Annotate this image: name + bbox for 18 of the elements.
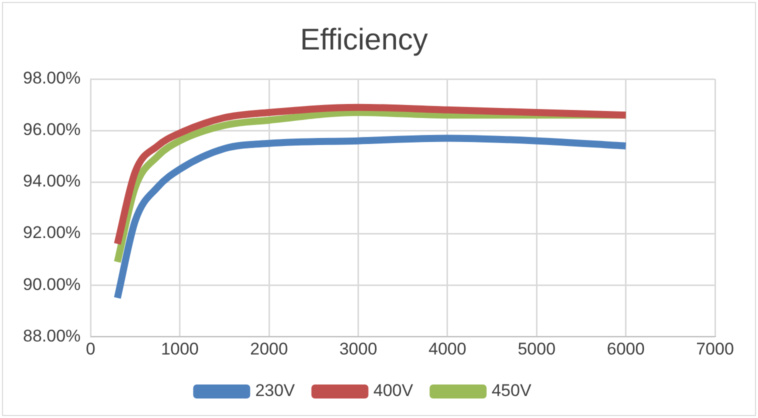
y-tick-label: 96.00% [22,120,81,140]
x-tick-label: 7000 [696,339,734,358]
x-tick-label: 6000 [606,339,645,358]
y-tick-label: 98.00% [22,68,81,88]
x-tick-label: 1000 [160,339,199,358]
legend-label: 230V [255,381,296,400]
y-tick-label: 90.00% [22,274,81,294]
x-tick-label: 4000 [428,339,466,358]
y-tick-label: 92.00% [22,223,81,242]
y-tick-label: 88.00% [22,326,81,346]
chart-title: Efficiency [300,23,428,56]
legend-label: 400V [373,381,414,400]
x-tick-label: 2000 [250,339,288,358]
legend-label: 450V [492,381,532,400]
x-tick-label: 5000 [518,339,556,358]
x-tick-label: 3000 [339,339,378,358]
y-tick-label: 94.00% [22,172,81,191]
x-tick-label: 0 [86,339,96,358]
